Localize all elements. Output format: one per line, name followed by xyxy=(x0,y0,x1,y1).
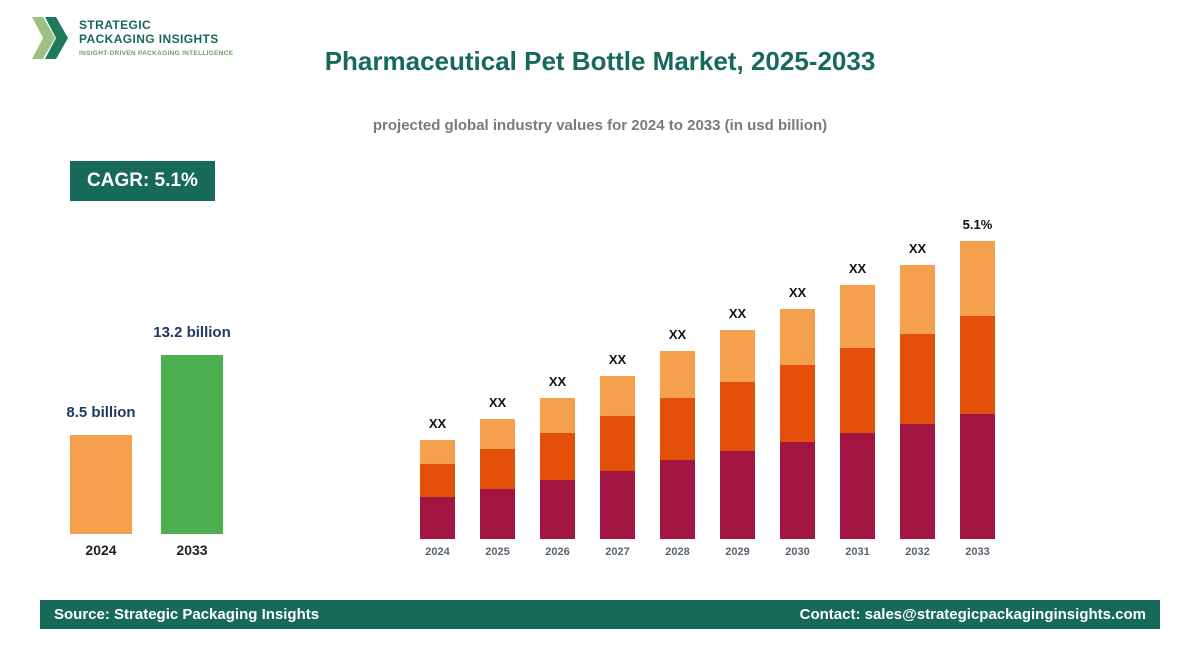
stacked-bar-column: XX 2027 xyxy=(600,352,635,558)
logo-tagline: INSIGHT-DRIVEN PACKAGING INTELLIGENCE xyxy=(79,49,234,57)
stacked-bar-segment-segment-bottom xyxy=(960,414,995,539)
stacked-bar-segment-segment-middle xyxy=(840,348,875,433)
stacked-bar-segment-segment-bottom xyxy=(900,424,935,539)
stacked-bar-segment-segment-middle xyxy=(720,382,755,451)
bar-value-label: XX xyxy=(608,352,627,367)
bar-year-label: 2027 xyxy=(605,546,630,558)
logo-line2: PACKAGING INSIGHTS xyxy=(79,31,219,46)
stacked-bar-segment-segment-bottom xyxy=(420,497,455,539)
stacked-bar-column: XX 2024 xyxy=(420,416,455,558)
summary-chart: 8.5 billion 2024 13.2 billion 2033 xyxy=(66,324,231,558)
stacked-bar-segment-segment-middle xyxy=(780,365,815,442)
stacked-bar-segment-segment-top xyxy=(420,440,455,464)
cagr-badge: CAGR: 5.1% xyxy=(70,161,215,201)
stacked-bar-segment-segment-top xyxy=(660,351,695,398)
stacked-bar-column: XX 2030 xyxy=(780,285,815,558)
stacked-bar-segment-segment-top xyxy=(900,265,935,334)
stacked-bar-segment-segment-middle xyxy=(960,316,995,414)
footer-source: Source: Strategic Packaging Insights xyxy=(54,606,320,623)
bar-year-label: 2033 xyxy=(965,546,990,558)
stacked-bar-column: XX 2031 xyxy=(840,261,875,558)
summary-bar xyxy=(70,435,132,534)
stacked-bar-segment-segment-bottom xyxy=(660,460,695,539)
bar-value-label: XX xyxy=(848,261,867,276)
page-title: Pharmaceutical Pet Bottle Market, 2025-2… xyxy=(324,46,876,76)
bar-value-label: XX xyxy=(788,285,807,300)
summary-bar-column: 8.5 billion 2024 xyxy=(66,404,135,558)
bar-year-label: 2028 xyxy=(665,546,690,558)
bar-year-label: 2025 xyxy=(485,546,510,558)
stacked-bar-segment-segment-top xyxy=(600,376,635,416)
stacked-bar-column: 5.1% 2033 xyxy=(960,217,995,558)
stacked-bar-column: XX 2026 xyxy=(540,374,575,558)
logo-line1: STRATEGIC xyxy=(79,17,152,32)
stacked-bar-segment-segment-top xyxy=(960,241,995,316)
bar-year-label: 2024 xyxy=(425,546,450,558)
bar-value-label: XX xyxy=(428,416,447,431)
stacked-bar-segment-segment-middle xyxy=(660,398,695,460)
stacked-bar-segment-segment-middle xyxy=(900,334,935,424)
logo: STRATEGIC PACKAGING INSIGHTS INSIGHT-DRI… xyxy=(30,14,233,62)
stacked-bar-segment-segment-bottom xyxy=(480,489,515,539)
logo-text: STRATEGIC PACKAGING INSIGHTS INSIGHT-DRI… xyxy=(79,17,234,57)
summary-bar-value-label: 13.2 billion xyxy=(153,324,231,341)
summary-bar-year-label: 2033 xyxy=(176,542,208,558)
stacked-bar-column: XX 2032 xyxy=(900,241,935,558)
stacked-bar-column: XX 2028 xyxy=(660,327,695,558)
summary-bar-column: 13.2 billion 2033 xyxy=(153,324,231,558)
stacked-bar-segment-segment-top xyxy=(780,309,815,365)
stacked-bar-column: XX 2025 xyxy=(480,395,515,558)
stacked-bar-segment-segment-bottom xyxy=(780,442,815,539)
stacked-bar-segment-segment-middle xyxy=(480,449,515,489)
bar-year-label: 2026 xyxy=(545,546,570,558)
stacked-bar-segment-segment-bottom xyxy=(840,433,875,539)
footer-bar: Source: Strategic Packaging Insights Con… xyxy=(40,600,1160,629)
summary-bar xyxy=(161,355,223,534)
bar-year-label: 2030 xyxy=(785,546,810,558)
bar-year-label: 2032 xyxy=(905,546,930,558)
stacked-bar-segment-segment-bottom xyxy=(720,451,755,539)
bar-value-label: XX xyxy=(728,306,747,321)
summary-bar-year-label: 2024 xyxy=(85,542,117,558)
stacked-bar-segment-segment-top xyxy=(840,285,875,348)
stacked-bar-segment-segment-bottom xyxy=(600,471,635,539)
stacked-bar-chart: XX 2024 XX 2025 XX 2026 XX 2027 XX 2028 XX 2029 XX 20… xyxy=(420,217,995,558)
stacked-bar-segment-segment-middle xyxy=(540,433,575,480)
stacked-bar-column: XX 2029 xyxy=(720,306,755,558)
bar-year-label: 2029 xyxy=(725,546,750,558)
bar-year-label: 2031 xyxy=(845,546,870,558)
stacked-bar-segment-segment-top xyxy=(720,330,755,382)
bar-value-label: XX xyxy=(908,241,927,256)
summary-bar-value-label: 8.5 billion xyxy=(66,404,136,421)
bar-value-label: 5.1% xyxy=(962,217,993,232)
bar-value-label: XX xyxy=(488,395,507,410)
stacked-bar-segment-segment-middle xyxy=(600,416,635,471)
bar-value-label: XX xyxy=(668,327,687,342)
bar-value-label: XX xyxy=(548,374,567,389)
stacked-bar-segment-segment-middle xyxy=(420,464,455,497)
stacked-bar-segment-segment-top xyxy=(480,419,515,449)
footer-contact: Contact: sales@strategicpackaginginsight… xyxy=(799,606,1146,623)
page-subtitle: projected global industry values for 202… xyxy=(372,117,828,134)
logo-chevron-icon xyxy=(32,17,68,59)
stacked-bar-segment-segment-bottom xyxy=(540,480,575,539)
stacked-bar-segment-segment-top xyxy=(540,398,575,433)
